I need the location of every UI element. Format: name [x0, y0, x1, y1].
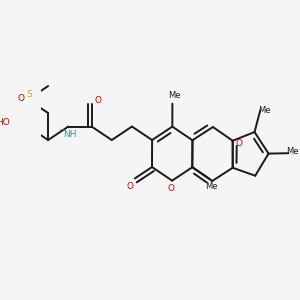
- Text: Me: Me: [205, 182, 217, 191]
- Text: O: O: [126, 182, 133, 191]
- Text: Me: Me: [286, 147, 299, 156]
- Text: O: O: [95, 96, 102, 105]
- Text: Me: Me: [258, 106, 271, 115]
- Text: O: O: [168, 184, 175, 193]
- Text: Me: Me: [168, 91, 180, 100]
- Text: O: O: [235, 139, 242, 148]
- Text: HO: HO: [0, 118, 10, 127]
- Text: S: S: [26, 90, 32, 99]
- Text: NH: NH: [63, 130, 77, 139]
- Text: ···: ···: [58, 128, 65, 134]
- Text: O: O: [18, 94, 25, 103]
